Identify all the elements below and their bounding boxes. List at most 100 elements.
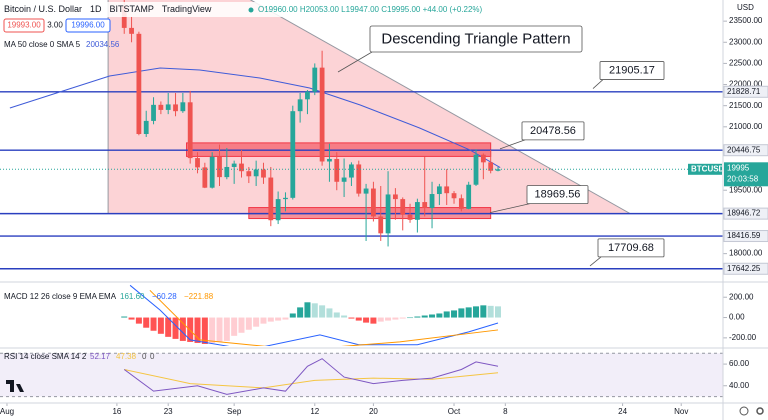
ma50-line	[9, 67, 501, 169]
buy-box	[65, 18, 111, 33]
level-axis-label: 18416.59	[727, 231, 761, 240]
macd-tick-label: 0.00	[729, 313, 745, 322]
macd-tick-label: -200.00	[729, 333, 757, 342]
y-tick-label: 23500.00	[729, 16, 763, 25]
candle-body	[349, 164, 354, 178]
macd-bar	[209, 317, 216, 343]
macd-bar	[297, 307, 304, 318]
logo	[6, 380, 24, 392]
level-axis-tag	[723, 207, 768, 220]
macd-bar	[348, 317, 355, 319]
level-axis-label: 18946.72	[727, 209, 761, 218]
x-tick-label: 20	[369, 407, 378, 416]
candle-body	[202, 167, 208, 188]
x-tick-label: Sep	[227, 407, 242, 416]
macd-bar	[165, 317, 172, 337]
annotation-label: Descending Triangle Pattern	[381, 30, 570, 47]
candle-body	[436, 186, 442, 195]
macd-pane	[121, 284, 502, 346]
y-tick-label: 21500.00	[729, 101, 763, 110]
candle-body	[312, 67, 318, 92]
header-part: BITSTAMP	[110, 4, 154, 14]
macd-bar	[201, 317, 208, 344]
last-price-label: 19995	[727, 163, 750, 172]
macd-reading: −60.28	[152, 292, 177, 301]
macd-bar	[179, 317, 186, 341]
x-tick-label: 23	[164, 407, 173, 416]
candle-body	[334, 158, 340, 182]
macd-bar	[385, 317, 392, 321]
candle-body	[158, 104, 164, 110]
macd-bar	[451, 310, 458, 318]
macd-bar	[194, 317, 201, 343]
candle-body	[378, 216, 384, 234]
macd-bar	[157, 317, 164, 334]
spread-label: 3.00	[47, 21, 63, 30]
callout-box	[521, 121, 585, 141]
x-tick-label: Nov	[674, 407, 688, 416]
macd-line	[129, 284, 499, 346]
level-axis-label: 20446.75	[727, 145, 761, 154]
ma-label: MA 50 close 0 SMA 5	[4, 40, 81, 49]
y-tick-label: 22000.00	[729, 80, 763, 89]
candle-body	[466, 184, 472, 209]
macd-bar	[135, 317, 142, 324]
candle-body	[261, 169, 266, 178]
rsi-reading: 52.17	[90, 352, 111, 361]
symbol-tag	[688, 163, 722, 175]
macd-bar	[421, 315, 428, 318]
macd-bar	[319, 305, 326, 318]
candle-body	[253, 169, 259, 177]
candle-body	[151, 104, 156, 121]
macd-bar	[495, 306, 502, 318]
y-tick-label: 21000.00	[729, 122, 763, 131]
candle-body	[356, 164, 362, 194]
rsi-reading: 0	[142, 352, 147, 361]
candle-body	[121, 6, 127, 28]
macd-bar	[150, 317, 157, 331]
candle-body	[239, 163, 244, 172]
macd-bar	[275, 317, 282, 321]
buy-label: 19996.00	[71, 21, 105, 30]
macd-bar	[238, 317, 245, 333]
candle-body	[400, 199, 406, 215]
macd-bar	[465, 307, 472, 318]
candle-body	[392, 194, 398, 200]
macd-bar	[260, 317, 267, 324]
callout-leader	[592, 79, 604, 89]
symbol-label: BTCUSD	[691, 164, 725, 173]
callout-leader	[589, 256, 602, 267]
rsi-pane	[0, 352, 723, 398]
rsi-label: RSI 14 close SMA 14 2	[4, 352, 87, 361]
x-tick-label: 12	[310, 407, 319, 416]
callout-label: 17709.68	[608, 242, 654, 254]
header-part: 1D	[90, 4, 102, 14]
candle-body	[136, 33, 142, 135]
candle-body	[429, 194, 435, 208]
header-part: Bitcoin / U.S. Dollar	[4, 4, 82, 14]
candle-body	[444, 186, 450, 194]
candle-body	[129, 27, 134, 34]
macd-bar	[480, 305, 487, 318]
candle-body	[268, 177, 274, 221]
macd-bar	[399, 317, 406, 319]
rsi-line	[123, 358, 499, 395]
macd-bar	[311, 303, 318, 318]
candle-body	[341, 177, 347, 182]
candle-body	[407, 214, 413, 220]
settings-icon[interactable]	[756, 407, 764, 415]
macd-bar	[473, 306, 480, 318]
price-pane	[0, 0, 723, 270]
header-part: TradingView	[162, 4, 212, 14]
x-tick-label: 24	[618, 407, 627, 416]
callout-label: 20478.56	[530, 125, 576, 137]
macd-bar	[436, 313, 443, 318]
candle-body	[422, 202, 428, 208]
last-price-tag	[724, 162, 768, 187]
macd-bar	[245, 317, 252, 330]
macd-bar	[487, 305, 494, 318]
candle-body	[495, 169, 501, 171]
ohlc-legend: O19960.00 H20053.00 L19947.00 C19995.00 …	[258, 5, 483, 14]
zoom-icon[interactable]	[739, 406, 749, 416]
candle-body	[283, 197, 288, 200]
